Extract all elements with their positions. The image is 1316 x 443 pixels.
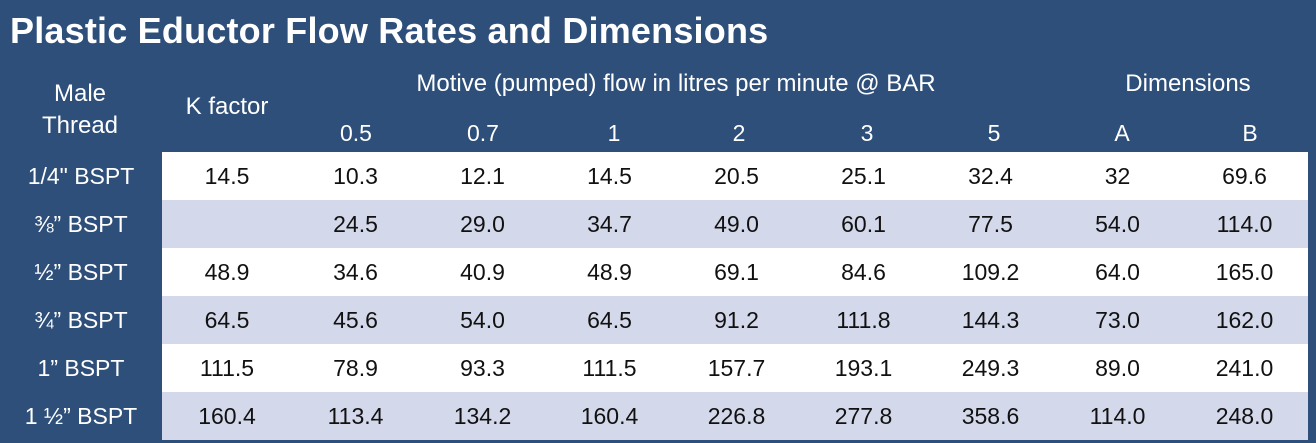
flow-cell: 109.2 bbox=[927, 248, 1054, 296]
table-row: 1” BSPT 111.5 78.9 93.3 111.5 157.7 193.… bbox=[0, 344, 1308, 392]
header-dim-b: B bbox=[1242, 120, 1258, 146]
dim-a-cell: 73.0 bbox=[1054, 296, 1181, 344]
dim-b-cell: 241.0 bbox=[1181, 344, 1308, 392]
header-pressure-1: 1 bbox=[607, 120, 621, 146]
header-male-thread-line1: Male bbox=[53, 80, 107, 107]
k-factor-cell bbox=[162, 200, 292, 248]
flow-cell: 160.4 bbox=[546, 392, 673, 440]
flow-cell: 60.1 bbox=[800, 200, 927, 248]
page-title: Plastic Eductor Flow Rates and Dimension… bbox=[10, 10, 769, 51]
flow-cell: 10.3 bbox=[292, 152, 419, 200]
header-dim-a: A bbox=[1114, 120, 1130, 146]
row-thread-label: ½” BSPT bbox=[0, 248, 162, 296]
flow-cell: 34.6 bbox=[292, 248, 419, 296]
row-thread-label: 1 ½” BSPT bbox=[0, 392, 162, 440]
flow-cell: 64.5 bbox=[546, 296, 673, 344]
table-row: 1/4" BSPT 14.5 10.3 12.1 14.5 20.5 25.1 … bbox=[0, 152, 1308, 200]
flow-cell: 29.0 bbox=[419, 200, 546, 248]
header-pressure-5: 5 bbox=[987, 120, 1001, 146]
k-factor-cell: 64.5 bbox=[162, 296, 292, 344]
header-pressure-0.7: 0.7 bbox=[467, 120, 499, 146]
dim-b-cell: 162.0 bbox=[1181, 296, 1308, 344]
flow-cell: 134.2 bbox=[419, 392, 546, 440]
row-thread-label: ¾” BSPT bbox=[0, 296, 162, 344]
flow-cell: 77.5 bbox=[927, 200, 1054, 248]
k-factor-cell: 111.5 bbox=[162, 344, 292, 392]
flow-cell: 48.9 bbox=[546, 248, 673, 296]
k-factor-cell: 14.5 bbox=[162, 152, 292, 200]
flow-cell: 226.8 bbox=[673, 392, 800, 440]
dim-b-cell: 114.0 bbox=[1181, 200, 1308, 248]
row-thread-label: 1” BSPT bbox=[0, 344, 162, 392]
dim-b-cell: 69.6 bbox=[1181, 152, 1308, 200]
flow-cell: 78.9 bbox=[292, 344, 419, 392]
flow-cell: 249.3 bbox=[927, 344, 1054, 392]
table-row: ½” BSPT 48.9 34.6 40.9 48.9 69.1 84.6 10… bbox=[0, 248, 1308, 296]
header-pressure-3: 3 bbox=[860, 120, 874, 146]
flow-cell: 277.8 bbox=[800, 392, 927, 440]
flow-cell: 25.1 bbox=[800, 152, 927, 200]
flow-cell: 69.1 bbox=[673, 248, 800, 296]
flow-cell: 34.7 bbox=[546, 200, 673, 248]
flow-cell: 193.1 bbox=[800, 344, 927, 392]
flow-cell: 12.1 bbox=[419, 152, 546, 200]
flow-cell: 111.8 bbox=[800, 296, 927, 344]
flow-cell: 93.3 bbox=[419, 344, 546, 392]
header-motive-flow: Motive (pumped) flow in litres per minut… bbox=[416, 70, 936, 97]
dim-a-cell: 64.0 bbox=[1054, 248, 1181, 296]
flow-cell: 111.5 bbox=[546, 344, 673, 392]
row-thread-label: ⅜” BSPT bbox=[0, 200, 162, 248]
flow-cell: 144.3 bbox=[927, 296, 1054, 344]
header-pressure-0.5: 0.5 bbox=[340, 120, 372, 146]
flow-cell: 157.7 bbox=[673, 344, 800, 392]
header-male-thread: Male Thread bbox=[20, 78, 140, 142]
flow-cell: 49.0 bbox=[673, 200, 800, 248]
k-factor-cell: 48.9 bbox=[162, 248, 292, 296]
row-thread-label: 1/4" BSPT bbox=[0, 152, 162, 200]
flow-cell: 358.6 bbox=[927, 392, 1054, 440]
flow-cell: 24.5 bbox=[292, 200, 419, 248]
flow-cell: 113.4 bbox=[292, 392, 419, 440]
dim-a-cell: 54.0 bbox=[1054, 200, 1181, 248]
flow-rate-table: 1/4" BSPT 14.5 10.3 12.1 14.5 20.5 25.1 … bbox=[0, 152, 1308, 440]
flow-cell: 45.6 bbox=[292, 296, 419, 344]
header-k-factor: K factor bbox=[185, 93, 269, 120]
table-row: 1 ½” BSPT 160.4 113.4 134.2 160.4 226.8 … bbox=[0, 392, 1308, 440]
k-factor-cell: 160.4 bbox=[162, 392, 292, 440]
flow-cell: 20.5 bbox=[673, 152, 800, 200]
header-pressure-2: 2 bbox=[732, 120, 746, 146]
header-male-thread-line2: Thread bbox=[41, 112, 119, 139]
table-row: ¾” BSPT 64.5 45.6 54.0 64.5 91.2 111.8 1… bbox=[0, 296, 1308, 344]
dim-a-cell: 89.0 bbox=[1054, 344, 1181, 392]
dim-b-cell: 165.0 bbox=[1181, 248, 1308, 296]
dim-a-cell: 32 bbox=[1054, 152, 1181, 200]
flow-cell: 14.5 bbox=[546, 152, 673, 200]
dim-b-cell: 248.0 bbox=[1181, 392, 1308, 440]
header-dimensions: Dimensions bbox=[1125, 70, 1251, 97]
table-row: ⅜” BSPT 24.5 29.0 34.7 49.0 60.1 77.5 54… bbox=[0, 200, 1308, 248]
flow-cell: 91.2 bbox=[673, 296, 800, 344]
flow-cell: 40.9 bbox=[419, 248, 546, 296]
flow-cell: 32.4 bbox=[927, 152, 1054, 200]
flow-cell: 54.0 bbox=[419, 296, 546, 344]
dim-a-cell: 114.0 bbox=[1054, 392, 1181, 440]
flow-cell: 84.6 bbox=[800, 248, 927, 296]
